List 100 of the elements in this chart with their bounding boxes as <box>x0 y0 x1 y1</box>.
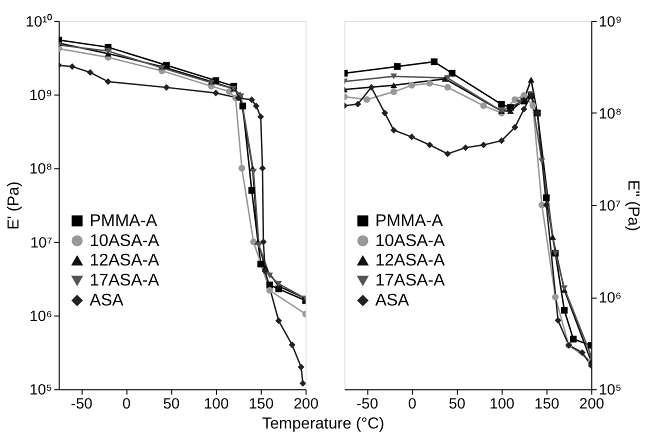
legend-label: 12ASA-A <box>375 250 446 270</box>
point <box>381 110 388 116</box>
point <box>260 238 267 246</box>
x-tick-label: 100 <box>204 396 229 413</box>
point <box>498 137 505 144</box>
point <box>163 84 170 91</box>
point <box>390 88 398 96</box>
x-tick-label: 100 <box>490 396 514 413</box>
legend-label: PMMA-A <box>375 210 444 230</box>
point <box>560 306 568 314</box>
point <box>275 280 282 287</box>
point <box>68 63 76 70</box>
y-axis-title: E' (Pa) <box>6 182 23 230</box>
point <box>354 100 362 108</box>
y-tick-label: 10⁷ <box>30 234 52 252</box>
point <box>266 272 274 278</box>
y-tick-label: 10⁷ <box>598 198 621 215</box>
legend-label: 17ASA-A <box>375 270 446 290</box>
point <box>259 164 266 172</box>
point <box>578 349 586 356</box>
y-tick-label: 10¹⁰ <box>26 13 52 30</box>
point <box>430 58 438 66</box>
point <box>444 75 451 81</box>
y-tick-label: 10⁹ <box>598 13 622 30</box>
legend-label: 17ASA-A <box>90 270 160 290</box>
point <box>444 84 451 91</box>
point <box>390 73 398 80</box>
legend-label: 12ASA-A <box>90 250 160 270</box>
point <box>498 101 505 108</box>
x-tick-label: 150 <box>534 396 560 413</box>
point <box>408 82 416 89</box>
point <box>516 100 523 106</box>
point <box>275 317 282 324</box>
x-tick-label: -50 <box>356 396 378 413</box>
point <box>239 102 246 110</box>
point <box>250 238 257 246</box>
point <box>538 158 546 164</box>
point <box>554 316 562 324</box>
point <box>257 113 264 120</box>
point <box>234 94 242 102</box>
x-tick-label: 0 <box>408 396 416 413</box>
point <box>368 84 375 91</box>
point <box>528 76 534 83</box>
point <box>298 364 304 370</box>
y-tick-label: 10⁸ <box>29 160 52 178</box>
point <box>549 234 556 240</box>
legend-label: ASA <box>375 290 410 310</box>
x-tick-label: -50 <box>70 396 92 413</box>
point <box>266 286 274 294</box>
legend-label: 10ASA-A <box>90 230 160 250</box>
point <box>520 92 528 99</box>
x-tick-label: 150 <box>248 396 274 413</box>
point <box>480 142 487 148</box>
y-tick-label: 10⁸ <box>598 105 622 122</box>
legend-label: PMMA-A <box>90 210 158 230</box>
legend-label: ASA <box>90 290 124 310</box>
y-tick-label: 10⁹ <box>29 87 52 104</box>
y-tick-label: 10⁶ <box>598 290 622 307</box>
point <box>300 380 306 387</box>
point <box>507 104 514 111</box>
point <box>426 80 434 87</box>
point <box>520 106 528 113</box>
x-tick-label: 200 <box>294 396 319 413</box>
point <box>256 242 262 248</box>
point <box>543 202 550 208</box>
point <box>250 168 257 174</box>
point <box>390 82 398 88</box>
x-tick-label: 50 <box>163 396 180 413</box>
point <box>442 76 448 82</box>
point <box>390 126 398 134</box>
point <box>212 90 220 96</box>
point <box>570 336 577 342</box>
x-tick-label: 0 <box>122 396 131 413</box>
point <box>262 268 269 275</box>
point <box>104 48 112 54</box>
point <box>426 142 434 148</box>
point <box>480 102 487 110</box>
point <box>543 194 550 202</box>
point <box>408 134 416 140</box>
y-tick-label: 10⁶ <box>30 308 52 326</box>
point <box>394 63 401 70</box>
point <box>104 78 112 85</box>
point <box>248 96 256 104</box>
point <box>444 150 451 158</box>
point <box>252 102 260 110</box>
y-tick-label: 10⁵ <box>29 382 52 399</box>
legend-label: 10ASA-A <box>375 230 446 250</box>
point <box>462 144 469 152</box>
point <box>257 260 264 268</box>
point <box>288 342 296 348</box>
point <box>552 294 559 300</box>
x-axis-title: Temperature (°C) <box>262 416 384 433</box>
point <box>530 102 536 110</box>
point <box>248 187 256 194</box>
point <box>512 124 518 131</box>
x-tick-label: 50 <box>448 396 466 413</box>
point <box>507 108 514 114</box>
point <box>238 164 246 172</box>
y-axis-title: E'' (Pa) <box>624 180 642 232</box>
point <box>364 96 370 103</box>
